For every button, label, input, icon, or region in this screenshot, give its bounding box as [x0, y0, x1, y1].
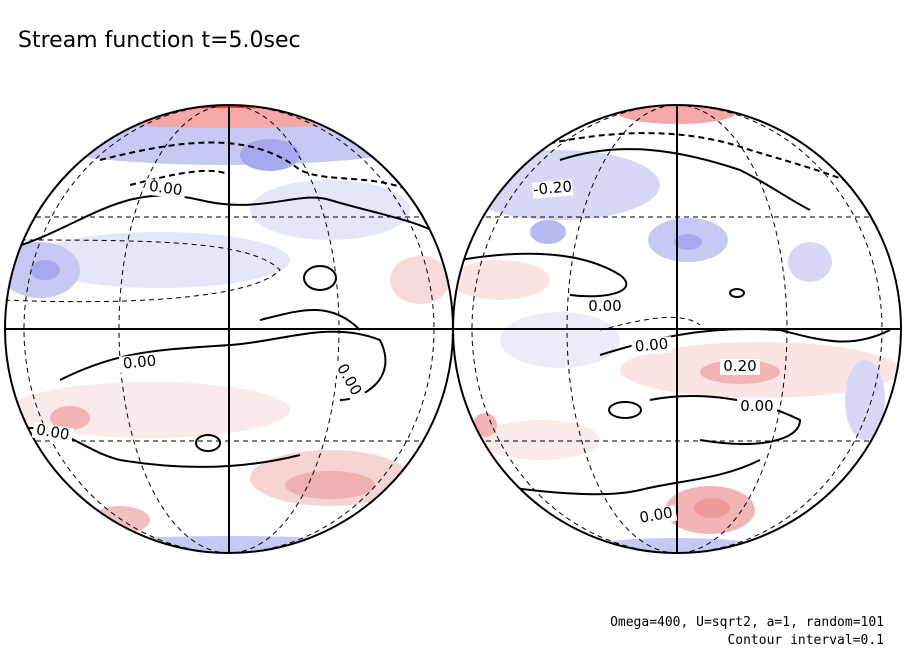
contour-label: 0.00 [35, 420, 71, 444]
contour-label: 0.00 [634, 335, 669, 356]
label-bg [635, 504, 678, 528]
note: Omega=400, U=sqrt2, a=1, random=101 [610, 615, 884, 630]
label-bg [31, 421, 74, 445]
contour-label: 0.00 [588, 297, 621, 315]
label-bg [720, 359, 760, 375]
left-globe [5, 105, 453, 553]
label-bg [144, 178, 187, 200]
contour-label: 0.00 [740, 397, 773, 415]
label-bg [532, 179, 574, 199]
label-bg [585, 299, 625, 315]
contour-label: 0.00 [122, 352, 157, 373]
contour-label: 0.00 [638, 503, 674, 527]
contour-label: 0.20 [723, 357, 756, 375]
label-bg [119, 353, 161, 373]
note: Contour interval=0.1 [727, 633, 884, 648]
contour-labels: 0.000.00 0.000.00-0.200.000.000.200.000.0… [31, 177, 777, 528]
contour-label: -0.20 [532, 177, 572, 198]
title: Stream function t=5.0sec [18, 28, 301, 53]
contour-label: 0.00 [148, 177, 184, 199]
label-bg [737, 399, 777, 415]
label-bg [631, 336, 673, 356]
label-bg [331, 358, 366, 402]
